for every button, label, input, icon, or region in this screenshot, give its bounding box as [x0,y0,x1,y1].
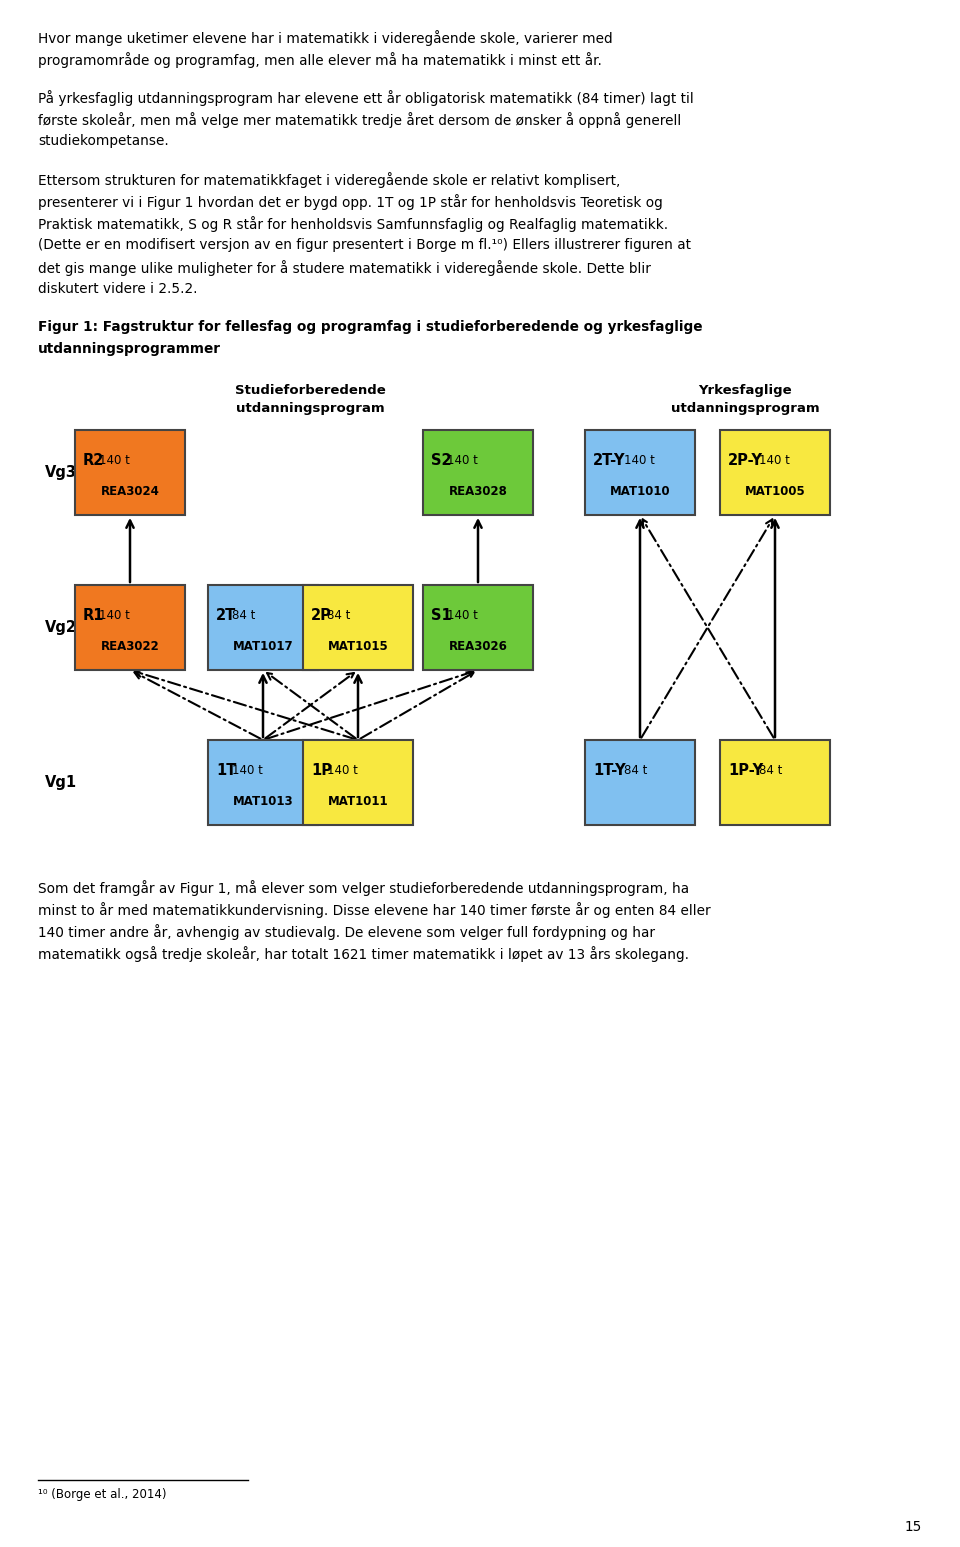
Text: R2: R2 [83,453,105,469]
Text: På yrkesfaglig utdanningsprogram har elevene ett år obligatorisk matematikk (84 : På yrkesfaglig utdanningsprogram har ele… [38,90,694,105]
Text: MAT1005: MAT1005 [745,484,805,498]
Text: MAT1017: MAT1017 [232,640,294,653]
Bar [208,585,318,670]
Text: Yrkesfaglige
utdanningsprogram: Yrkesfaglige utdanningsprogram [671,384,819,415]
Text: 1P-Y: 1P-Y [728,763,763,778]
Text: REA3024: REA3024 [101,484,159,498]
Text: 1T: 1T [216,763,236,778]
Text: studiekompetanse.: studiekompetanse. [38,135,169,149]
Text: S1: S1 [431,608,452,623]
Text: 140 t: 140 t [100,455,131,467]
Text: 140 t: 140 t [624,455,655,467]
Text: 1T-Y: 1T-Y [593,763,626,778]
Text: REA3026: REA3026 [448,640,508,653]
Bar [720,739,830,825]
Text: diskutert videre i 2.5.2.: diskutert videre i 2.5.2. [38,282,198,295]
Text: ¹⁰ (Borge et al., 2014): ¹⁰ (Borge et al., 2014) [38,1488,166,1501]
Bar [720,430,830,515]
Text: utdanningsprogrammer: utdanningsprogrammer [38,342,221,356]
Text: 2P-Y: 2P-Y [728,453,763,469]
Text: Studieforberedende
utdanningsprogram: Studieforberedende utdanningsprogram [234,384,385,415]
Bar [585,739,695,825]
Text: MAT1013: MAT1013 [232,795,294,808]
Text: MAT1015: MAT1015 [327,640,389,653]
Text: Hvor mange uketimer elevene har i matematikk i videregående skole, varierer med: Hvor mange uketimer elevene har i matema… [38,29,612,46]
Text: det gis mange ulike muligheter for å studere matematikk i videregående skole. De: det gis mange ulike muligheter for å stu… [38,260,651,275]
Text: MAT1010: MAT1010 [610,484,670,498]
Text: programområde og programfag, men alle elever må ha matematikk i minst ett år.: programområde og programfag, men alle el… [38,53,602,68]
Text: 140 t: 140 t [100,610,131,622]
Bar [75,430,185,515]
Bar [303,739,413,825]
Text: 84 t: 84 t [624,764,647,777]
Bar [75,585,185,670]
Text: 140 t: 140 t [232,764,263,777]
Text: 140 t: 140 t [447,455,478,467]
Text: Vg2: Vg2 [45,620,77,634]
Text: minst to år med matematikkundervisning. Disse elevene har 140 timer første år og: minst to år med matematikkundervisning. … [38,902,710,917]
Text: 84 t: 84 t [758,764,782,777]
Text: matematikk også tredje skoleår, har totalt 1621 timer matematikk i løpet av 13 å: matematikk også tredje skoleår, har tota… [38,947,689,962]
Bar [423,430,533,515]
Text: 84 t: 84 t [232,610,255,622]
Text: 2T-Y: 2T-Y [593,453,626,469]
Text: 140 t: 140 t [758,455,790,467]
Text: REA3022: REA3022 [101,640,159,653]
Text: 140 t: 140 t [327,764,358,777]
Text: MAT1011: MAT1011 [327,795,388,808]
Text: R1: R1 [83,608,105,623]
Text: 140 timer andre år, avhengig av studievalg. De elevene som velger full fordypnin: 140 timer andre år, avhengig av studieva… [38,924,655,941]
Text: 2P: 2P [311,608,332,623]
Text: 2T: 2T [216,608,236,623]
Text: 84 t: 84 t [327,610,350,622]
Text: første skoleår, men må velge mer matematikk tredje året dersom de ønsker å oppnå: første skoleår, men må velge mer matemat… [38,111,682,128]
Text: Vg3: Vg3 [45,466,77,480]
Bar [585,430,695,515]
Text: 15: 15 [904,1521,922,1535]
Text: Som det framgår av Figur 1, må elever som velger studieforberedende utdanningspr: Som det framgår av Figur 1, må elever so… [38,880,689,896]
Bar [208,739,318,825]
Bar [303,585,413,670]
Text: REA3028: REA3028 [448,484,508,498]
Text: Vg1: Vg1 [45,775,77,791]
Text: presenterer vi i Figur 1 hvordan det er bygd opp. 1T og 1P står for henholdsvis : presenterer vi i Figur 1 hvordan det er … [38,193,662,210]
Text: 140 t: 140 t [447,610,478,622]
Bar [423,585,533,670]
Text: 1P: 1P [311,763,332,778]
Text: Ettersom strukturen for matematikkfaget i videregående skole er relativt komplis: Ettersom strukturen for matematikkfaget … [38,172,620,187]
Text: Praktisk matematikk, S og R står for henholdsvis Samfunnsfaglig og Realfaglig ma: Praktisk matematikk, S og R står for hen… [38,217,668,232]
Text: S2: S2 [431,453,451,469]
Text: (Dette er en modifisert versjon av en figur presentert i Borge m fl.¹⁰) Ellers i: (Dette er en modifisert versjon av en fi… [38,238,691,252]
Text: Figur 1: Fagstruktur for fellesfag og programfag i studieforberedende og yrkesfa: Figur 1: Fagstruktur for fellesfag og pr… [38,320,703,334]
